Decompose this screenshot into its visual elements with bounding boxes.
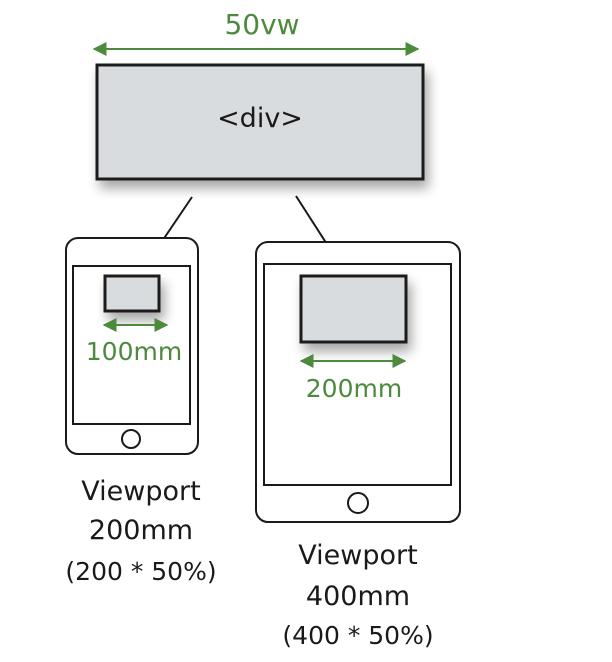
- phone-home-button-icon: [121, 429, 141, 449]
- large-device-caption: Viewport 400mm (400 * 50%): [282, 540, 433, 650]
- large-device: 200mm: [255, 241, 461, 523]
- width-label: 50vw: [224, 8, 299, 41]
- div-label: <div>: [217, 103, 303, 134]
- small-div-box: [103, 274, 161, 313]
- large-caption-line1: Viewport: [298, 540, 417, 571]
- large-div-box: [299, 274, 408, 344]
- small-caption-line3: (200 * 50%): [65, 557, 216, 586]
- div-element-box: <div>: [95, 63, 425, 181]
- tablet-screen: [263, 263, 452, 486]
- large-caption-line3: (400 * 50%): [282, 621, 433, 650]
- small-measure-label: 100mm: [86, 337, 182, 366]
- tablet-home-button-icon: [347, 492, 369, 514]
- small-caption-line1: Viewport: [81, 476, 200, 507]
- small-device-caption: Viewport 200mm (200 * 50%): [65, 476, 216, 586]
- large-measure-label: 200mm: [306, 374, 402, 403]
- small-device: 100mm: [65, 237, 199, 455]
- width-dimension: 50vw: [92, 8, 420, 56]
- small-caption-line2: 200mm: [89, 515, 193, 546]
- large-caption-line2: 400mm: [306, 581, 410, 612]
- div-box: [95, 63, 425, 181]
